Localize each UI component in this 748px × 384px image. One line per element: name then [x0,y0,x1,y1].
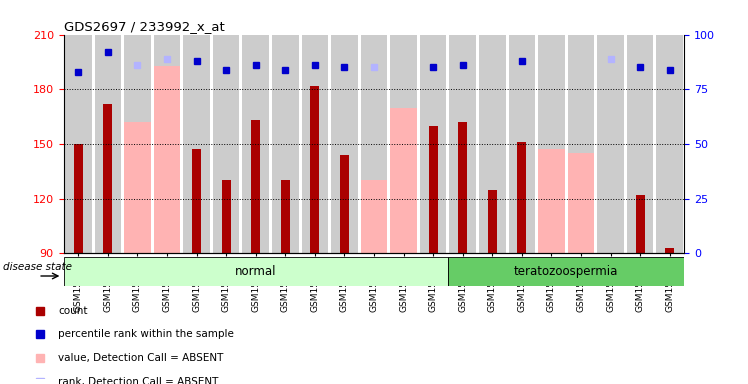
Bar [568,35,594,253]
Bar [331,35,358,253]
Bar [124,35,151,253]
Bar [310,86,319,253]
Bar [183,35,210,253]
Text: value, Detection Call = ABSENT: value, Detection Call = ABSENT [58,353,224,363]
Bar [636,195,645,253]
Bar [420,35,447,253]
Bar [459,122,467,253]
Bar [390,35,417,253]
Text: percentile rank within the sample: percentile rank within the sample [58,329,234,339]
Bar [450,35,476,253]
Text: GDS2697 / 233992_x_at: GDS2697 / 233992_x_at [64,20,224,33]
Bar [280,180,289,253]
Text: count: count [58,306,88,316]
Bar [64,257,448,286]
Bar [242,35,269,253]
Text: disease state: disease state [3,262,72,272]
Text: rank, Detection Call = ABSENT: rank, Detection Call = ABSENT [58,377,218,384]
Bar [340,155,349,253]
Bar [272,35,298,253]
Bar [665,248,674,253]
Bar [568,153,594,253]
Bar [429,126,438,253]
Bar [154,66,180,253]
Bar [192,149,201,253]
Bar [103,104,112,253]
Bar [448,257,684,286]
Text: teratozoospermia: teratozoospermia [514,265,619,278]
Bar [361,35,387,253]
Bar [509,35,535,253]
Bar [94,35,121,253]
Bar [221,180,230,253]
Bar [74,144,83,253]
Bar [154,35,180,253]
Bar [627,35,653,253]
Bar [538,149,565,253]
Bar [518,142,527,253]
Bar [213,35,239,253]
Bar [656,35,683,253]
Bar [488,190,497,253]
Bar [479,35,506,253]
Bar [251,120,260,253]
Text: normal: normal [235,265,277,278]
Bar [301,35,328,253]
Bar [597,35,624,253]
Bar [390,108,417,253]
Bar [538,35,565,253]
Bar [65,35,92,253]
Bar [361,180,387,253]
Bar [124,122,151,253]
